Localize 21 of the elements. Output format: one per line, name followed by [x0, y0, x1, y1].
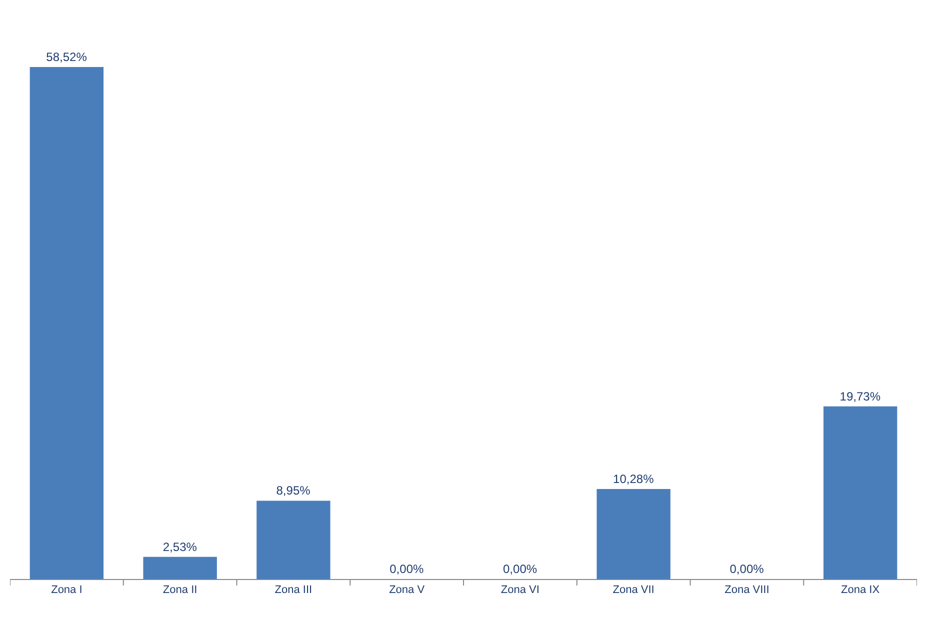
bar [143, 556, 217, 579]
bar [256, 500, 330, 579]
x-tick-label: Zona VIII [724, 584, 770, 596]
bar [823, 406, 898, 579]
data-label: 8,95% [276, 484, 311, 498]
data-label: 19,73% [840, 389, 881, 404]
x-tick-label: Zona I [51, 584, 82, 596]
x-tick-label: Zona IX [841, 584, 880, 596]
data-label: 0,00% [390, 562, 424, 576]
data-label: 58,52% [46, 50, 88, 64]
bar [596, 489, 670, 579]
x-tick-label: Zona V [389, 584, 426, 596]
bar [30, 66, 104, 579]
x-tick-label: Zona III [274, 584, 312, 596]
x-tick-label: Zona VI [500, 584, 540, 596]
x-tick-label: Zona VII [612, 584, 654, 596]
data-label: 0,00% [730, 562, 764, 576]
x-tick-label: Zona II [162, 584, 198, 596]
data-label: 0,00% [503, 562, 538, 576]
data-label: 10,28% [613, 472, 654, 486]
data-label: 2,53% [162, 540, 198, 554]
